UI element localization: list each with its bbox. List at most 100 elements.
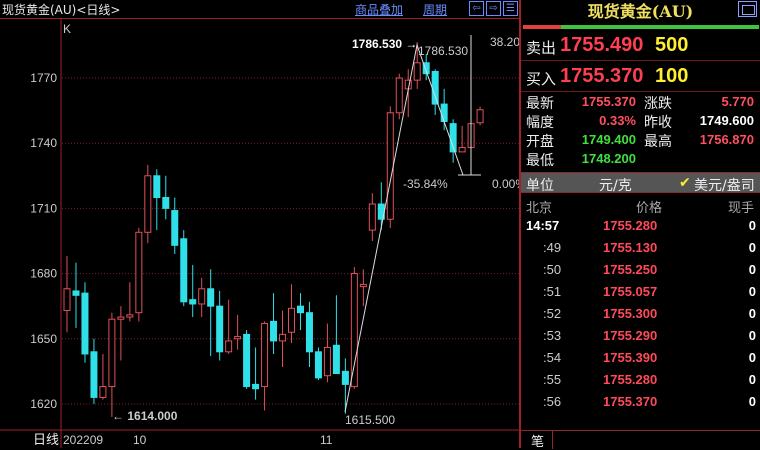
tick-volume: 0 <box>748 218 756 233</box>
candle[interactable] <box>350 267 358 389</box>
stat-label: 幅度 <box>526 115 554 131</box>
overlay-link[interactable]: 商品叠加 <box>355 3 404 17</box>
candle-body <box>314 351 322 379</box>
candle[interactable] <box>422 54 430 81</box>
candle-body <box>153 175 161 199</box>
tick-time: :56 <box>543 394 562 409</box>
arrow-right-icon[interactable]: ⇨ <box>486 1 501 16</box>
candle-body <box>305 312 313 353</box>
candlestick-chart[interactable]: 1620 1650 1680 1710 1740 1770 K 1786.530 → 17… <box>0 0 519 448</box>
candle-body <box>422 62 430 75</box>
candle[interactable] <box>270 293 278 354</box>
candle[interactable] <box>126 282 134 322</box>
stat-value: 1748.200 <box>581 151 636 166</box>
candle[interactable] <box>171 197 179 255</box>
tick-volume: 0 <box>748 328 756 343</box>
candle[interactable] <box>395 73 403 120</box>
candle[interactable] <box>153 169 161 231</box>
candle[interactable] <box>431 69 439 115</box>
candle[interactable] <box>135 227 143 322</box>
candle[interactable] <box>288 284 295 344</box>
candle[interactable] <box>314 347 322 381</box>
candle[interactable] <box>99 353 107 400</box>
candle-body <box>198 288 206 305</box>
candle-body <box>117 316 125 320</box>
candle[interactable] <box>252 347 260 400</box>
stat-label: 涨跌 <box>644 96 672 112</box>
tick-volume: 0 <box>748 306 756 321</box>
candle-body <box>207 288 215 307</box>
candle[interactable] <box>359 269 367 307</box>
candle[interactable] <box>440 88 448 131</box>
arrow-left-icon[interactable]: ⇦ <box>469 1 484 16</box>
fib-zero-label: 0.00% <box>492 177 519 191</box>
candle[interactable] <box>72 262 80 328</box>
candle-body <box>234 336 242 340</box>
indicator-label: K <box>63 22 71 36</box>
candle-body <box>162 197 170 209</box>
candle-body <box>368 203 376 231</box>
candle[interactable] <box>296 293 304 331</box>
x-tick-label: 11 <box>320 433 333 447</box>
tick-price: 1755.290 <box>603 328 658 343</box>
candle-body <box>323 346 331 377</box>
candle[interactable] <box>162 175 170 220</box>
candle[interactable] <box>323 323 331 383</box>
candle[interactable] <box>332 295 340 375</box>
fib-percent-label: -35.84% <box>403 177 448 191</box>
candle[interactable] <box>305 301 313 368</box>
stat-label: 最低 <box>526 153 554 169</box>
tab-bar: 笔 <box>521 430 760 450</box>
candle[interactable] <box>368 193 376 241</box>
tick-row: :55 1755.280 0 <box>521 372 760 392</box>
candle[interactable] <box>81 282 89 363</box>
fibonacci-drawing[interactable] <box>344 35 481 413</box>
candle[interactable] <box>476 106 484 126</box>
candle[interactable] <box>225 299 233 354</box>
candle[interactable] <box>386 106 394 228</box>
candle[interactable] <box>198 277 206 318</box>
high-price-label-right: 1786.530 <box>418 44 468 58</box>
swing-low-label: 1615.500 <box>345 413 395 427</box>
candle[interactable] <box>243 330 251 389</box>
stat-label: 开盘 <box>526 134 554 150</box>
stat-value: 5.770 <box>721 94 754 109</box>
candle-body <box>180 238 188 303</box>
candle[interactable] <box>180 230 188 307</box>
y-tick-label: 1710 <box>30 201 57 215</box>
candle[interactable] <box>90 338 98 404</box>
maximize-icon[interactable] <box>738 1 757 17</box>
tick-row: :50 1755.250 0 <box>521 262 760 282</box>
period-link[interactable]: 周期 <box>423 3 448 17</box>
candle[interactable] <box>144 164 152 244</box>
candle[interactable] <box>377 182 385 231</box>
bid-ask-ratio-bar <box>523 25 759 29</box>
stat-label: 昨收 <box>644 115 672 131</box>
tab-ticks[interactable]: 笔 <box>523 431 553 450</box>
candle[interactable] <box>279 310 287 368</box>
candle[interactable] <box>117 306 125 361</box>
col-header-volume: 现手 <box>728 201 755 216</box>
candle[interactable] <box>234 314 242 350</box>
col-header-time: 北京 <box>526 201 553 216</box>
chart-title: 现货黄金(AU)<日线> <box>2 3 121 17</box>
candle-body <box>359 283 367 288</box>
candle[interactable] <box>108 312 116 417</box>
candle-body <box>458 147 466 153</box>
unit-option-usd-ounce[interactable]: 美元/盎司 <box>694 178 755 194</box>
y-tick-label: 1650 <box>30 332 57 346</box>
buy-label: 买入 <box>526 70 557 88</box>
tick-price: 1755.280 <box>603 372 658 387</box>
candle[interactable] <box>341 358 349 414</box>
candle-body <box>431 70 439 105</box>
unit-label: 单位 <box>526 178 554 194</box>
candle[interactable] <box>189 264 197 318</box>
candle[interactable] <box>207 269 215 357</box>
candle[interactable] <box>216 290 224 361</box>
candle[interactable] <box>261 321 269 411</box>
unit-option-yuan-gram[interactable]: 元/克 <box>599 178 632 194</box>
candle[interactable] <box>63 256 71 333</box>
candle[interactable] <box>458 125 466 153</box>
split-view-icon[interactable]: ☰ <box>503 1 518 16</box>
trend-line[interactable] <box>344 43 464 413</box>
